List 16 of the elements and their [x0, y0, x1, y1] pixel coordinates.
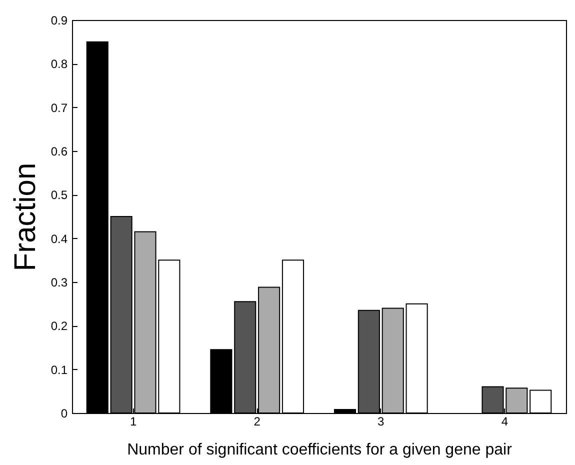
x-tick-label: 3 [378, 414, 385, 428]
y-tick-label: 0.9 [50, 14, 68, 28]
y-tick-label: 0 [60, 406, 68, 420]
y-tick-label: 0.1 [50, 362, 68, 377]
x-axis-title: Number of significant coefficients for a given gene pair [127, 442, 513, 458]
y-tick-label: 0.7 [50, 100, 68, 115]
x-tick-label: 1 [130, 414, 137, 428]
y-tick-label: 0.2 [50, 319, 68, 334]
x-tick-label: 2 [254, 414, 261, 428]
y-tick-label: 0.6 [50, 144, 68, 158]
x-tick-label: 4 [501, 414, 508, 428]
y-tick-label: 0.4 [50, 232, 68, 246]
y-axis-title: Fraction [8, 162, 42, 272]
y-tick-label: 0.3 [50, 276, 68, 290]
y-tick-label: 0.8 [50, 57, 68, 72]
y-tick-label: 0.5 [50, 188, 68, 202]
